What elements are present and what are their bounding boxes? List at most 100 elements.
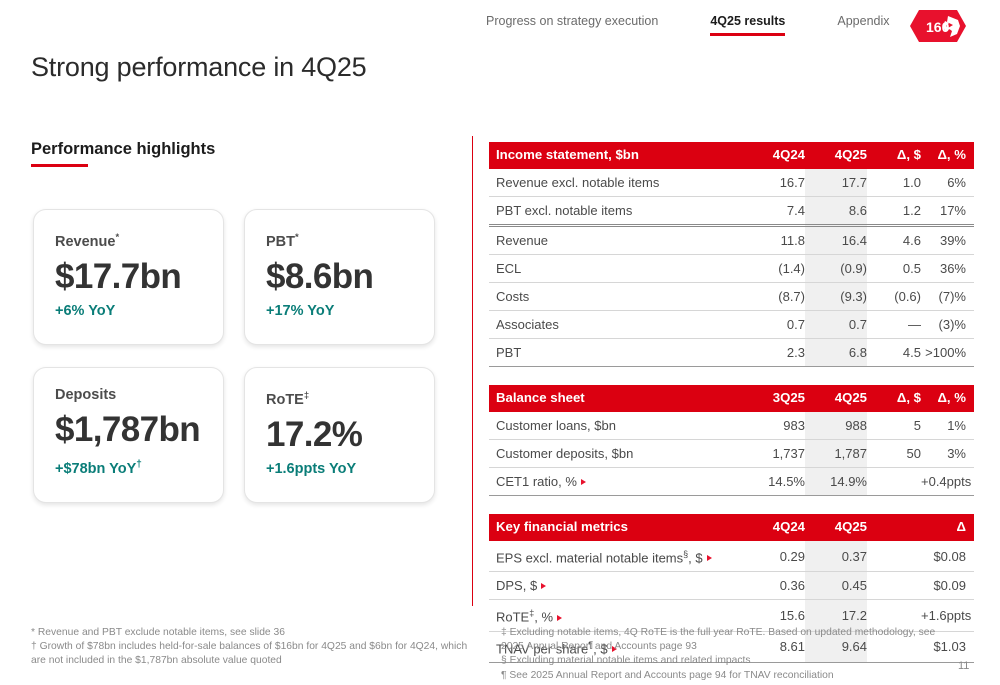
table-row-label-text: Costs [496,289,530,304]
page-number: 11 [958,660,970,672]
metric-card: PBT* $8.6bn +17% YoY [244,209,435,345]
table-row-label: Revenue [489,225,743,255]
table-column-header [867,514,921,541]
table-cell: 15.6 [743,599,805,632]
table-row-label: RoTE‡, % [489,599,743,632]
footnote-line: † Growth of $78bn includes held-for-sale… [31,641,468,667]
play-triangle-icon[interactable] [541,583,547,590]
table-row-label-text: RoTE [496,609,530,625]
footnote-marker: * [295,232,299,243]
table-cell: 6.8 [805,338,867,367]
table-cell: 983 [743,412,805,440]
table-cell: 4.5 [867,338,921,367]
table-row: Customer loans, $bn 983 988 5 1% [489,412,974,440]
table-income-statement: Income statement, $bn 4Q24 4Q25 Δ, $ Δ, % Rev… [489,142,974,367]
table-cell [867,631,921,663]
table-cell [867,571,921,601]
table-cell: 3% [921,439,974,468]
table-row: ECL (1.4) (0.9) 0.5 36% [489,254,974,283]
table-cell: 0.29 [743,541,805,573]
table-cell: 36% [921,254,974,283]
table-row-label-text: PBT excl. notable items [496,203,633,218]
table-row-label-suffix: , $ [593,640,608,656]
table-row: RoTE‡, % 15.6 17.2 +1.6ppts [489,599,974,632]
table-column-header: Δ, $ [867,385,921,412]
nav-tab-appendix[interactable]: Appendix [837,14,890,28]
metric-card-grid: Revenue* $17.7bn +6% YoY PBT* $8.6bn +17% YoY… [33,209,435,503]
table-cell: $0.09 [921,571,974,601]
table-row-label-text: Revenue [496,233,549,248]
play-triangle-icon[interactable] [580,479,586,485]
table-row-label: PBT excl. notable items [489,196,743,227]
table-cell: 6% [921,169,974,197]
table-cell: 14.9% [805,467,867,496]
metric-card-label: RoTE‡ [266,390,310,408]
table-cell: 14.5% [743,467,805,496]
page-title: Strong performance in 4Q25 [31,52,367,82]
play-triangle-icon[interactable] [557,614,563,621]
table-cell: 9.64 [805,631,867,663]
table-cell: 17.2 [805,599,867,632]
nav-tab-4q25-results[interactable]: 4Q25 results [710,14,786,36]
table-column-header: Δ, % [921,385,974,412]
play-triangle-icon[interactable] [611,645,617,652]
metric-card-label: Revenue* [55,232,120,250]
table-column-header: Δ, $ [867,142,921,169]
table-cell: +0.4ppts [921,467,974,496]
table-cell: >100% [921,338,974,367]
svg-text:160: 160 [926,19,950,35]
table-row-label: ECL [489,254,743,283]
section-heading-rule [31,164,88,168]
table-cell [867,599,921,632]
table-row-label-text: Customer deposits, $bn [496,446,634,461]
footnote-marker: * [115,232,120,243]
table-row-label: EPS excl. material notable items§, $ [489,541,743,573]
metric-card-label: Deposits [55,387,117,403]
table-cell: (0.6) [867,282,921,311]
table-cell: 2.3 [743,338,805,367]
table-cell: 17.7 [805,169,867,197]
metric-card-value: $8.6bn [266,256,374,296]
table-cell: 16.7 [743,169,805,197]
table-row: DPS, $ 0.36 0.45 $0.09 [489,571,974,601]
table-row-label-suffix: , $ [688,550,703,566]
table-row-label: Associates [489,310,743,339]
table-cell: 1% [921,412,974,440]
footnotes-left: * Revenue and PBT exclude notable items,… [31,626,476,669]
table-cell: (3)% [921,310,974,339]
table-cell: 5 [867,412,921,440]
table-row-label-text: CET1 ratio, % [496,474,577,489]
footnote-marker: ‡ [303,390,310,401]
table-cell: 50 [867,439,921,468]
nav-tab-progress[interactable]: Progress on strategy execution [486,14,659,28]
table-row-label-suffix: , % [534,609,554,625]
table-row: Revenue excl. notable items 16.7 17.7 1.0 6% [489,169,974,197]
footnote-marker: ¶ [588,639,594,650]
table-row: PBT 2.3 6.8 4.5 >100% [489,338,974,367]
table-cell: 988 [805,412,867,440]
table-row-label: Revenue excl. notable items [489,169,743,197]
table-row-label-text: DPS, $ [496,578,538,594]
table-column-header: 4Q25 [805,142,867,169]
table-row: PBT excl. notable items 7.4 8.6 1.2 17% [489,196,974,227]
table-column-header: 4Q25 [805,514,867,541]
play-triangle-icon[interactable] [706,555,712,562]
table-row-label-text: Associates [496,317,559,332]
table-row-label: Customer loans, $bn [489,412,743,440]
footnote-line: ¶ See 2025 Annual Report and Accounts pa… [501,669,834,681]
footnote-line: ‡ Excluding notable items, 4Q RoTE is th… [501,627,936,653]
metric-card: Deposits $1,787bn +$78bn YoY† [33,367,224,503]
table-cell: 0.45 [805,571,867,601]
table-cell [867,541,921,573]
table-column-header: 4Q25 [805,385,867,412]
table-cell: 7.4 [743,196,805,227]
table-cell: 1.2 [867,196,921,227]
footnote-marker: † [136,459,142,470]
table-row-label-text: Revenue excl. notable items [496,175,660,190]
table-key-financial-metrics: Key financial metrics 4Q24 4Q25 Δ EPS excl. … [489,514,974,663]
table-column-header: 4Q24 [743,142,805,169]
table-cell: (0.9) [805,254,867,283]
footnote-line: * Revenue and PBT exclude notable items,… [31,627,285,638]
table-column-header: 3Q25 [743,385,805,412]
metric-card-delta: +17% YoY [266,302,335,319]
